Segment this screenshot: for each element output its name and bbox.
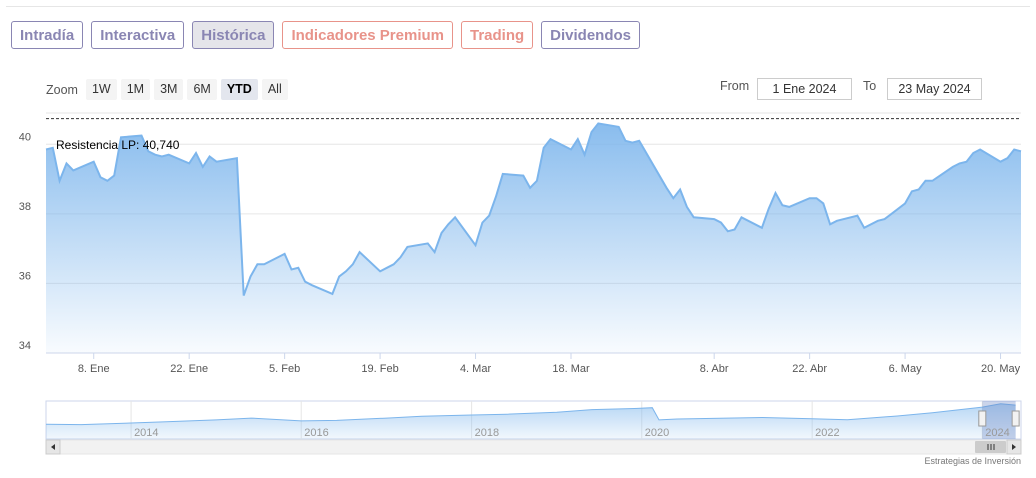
x-tick-label: 22. Ene — [170, 363, 208, 375]
zoom-3m-button[interactable]: 3M — [154, 79, 184, 100]
zoom-all-button[interactable]: All — [261, 79, 288, 100]
top-divider — [6, 6, 1030, 7]
to-label: To — [863, 79, 877, 93]
navigator[interactable]: 2014 2016 2018 2020 2022 2024 — [45, 400, 1022, 440]
zoom-1w-button[interactable]: 1W — [85, 79, 117, 100]
tab-indicadores-premium[interactable]: Indicadores Premium — [282, 21, 453, 49]
zoom-bar: Zoom 1W 1M 3M 6M YTD All — [46, 79, 288, 100]
y-tick-label: 34 — [19, 340, 31, 352]
navigator-year-label: 2018 — [475, 427, 499, 439]
price-line — [45, 122, 1022, 296]
x-tick-label: 19. Feb — [361, 363, 398, 375]
navigator-right-handle[interactable] — [1011, 410, 1020, 427]
navigator-selection[interactable] — [982, 401, 1016, 439]
x-tick-label: 5. Feb — [269, 363, 300, 375]
navigator-year-label: 2016 — [304, 427, 328, 439]
zoom-ytd-button[interactable]: YTD — [220, 79, 258, 100]
scroll-grip-icon — [987, 444, 995, 450]
x-tick-label: 8. Ene — [78, 363, 110, 375]
scroll-right-arrow-icon — [1012, 444, 1016, 450]
x-tick-label: 20. May — [981, 363, 1021, 375]
zoom-label: Zoom — [46, 82, 78, 97]
navigator-year-label: 2014 — [134, 427, 158, 439]
to-date-input[interactable]: 23 May 2024 — [887, 78, 982, 100]
x-tick-label: 6. May — [889, 363, 923, 375]
tab-historica[interactable]: Histórica — [192, 21, 275, 49]
zoom-1m-button[interactable]: 1M — [120, 79, 151, 100]
navigator-year-label: 2020 — [645, 427, 669, 439]
tab-trading[interactable]: Trading — [461, 21, 534, 49]
y-tick-label: 40 — [19, 131, 31, 143]
x-tick-label: 4. Mar — [460, 363, 492, 375]
x-tick-label: 8. Abr — [700, 363, 729, 375]
navigator-left-handle[interactable] — [978, 410, 987, 427]
chart-tabs: Intradía Interactiva Histórica Indicadores … — [11, 21, 641, 49]
zoom-6m-button[interactable]: 6M — [187, 79, 217, 100]
from-label: From — [720, 79, 750, 93]
scroll-left-arrow-icon — [51, 444, 55, 450]
x-tick-label: 18. Mar — [552, 363, 590, 375]
from-date-input[interactable]: 1 Ene 2024 — [757, 78, 852, 100]
navigator-year-label: 2024 — [985, 427, 1009, 439]
scrollbar-track[interactable] — [45, 439, 1022, 455]
scrollbar[interactable] — [45, 439, 1022, 455]
navigator-area — [46, 403, 1016, 439]
navigator-year-label: 2022 — [815, 427, 839, 439]
navigator-line — [45, 403, 1016, 426]
chart-credit: Estrategias de Inversión — [924, 456, 1021, 466]
resistance-label: Resistencia LP: 40,740 — [56, 138, 180, 152]
y-tick-label: 38 — [19, 201, 31, 213]
tab-interactiva[interactable]: Interactiva — [91, 21, 185, 49]
tab-dividendos[interactable]: Dividendos — [541, 21, 641, 49]
tab-intradia[interactable]: Intradía — [11, 21, 84, 49]
x-tick-label: 22. Abr — [792, 363, 827, 375]
y-tick-label: 36 — [19, 270, 31, 282]
price-area — [46, 123, 1021, 354]
